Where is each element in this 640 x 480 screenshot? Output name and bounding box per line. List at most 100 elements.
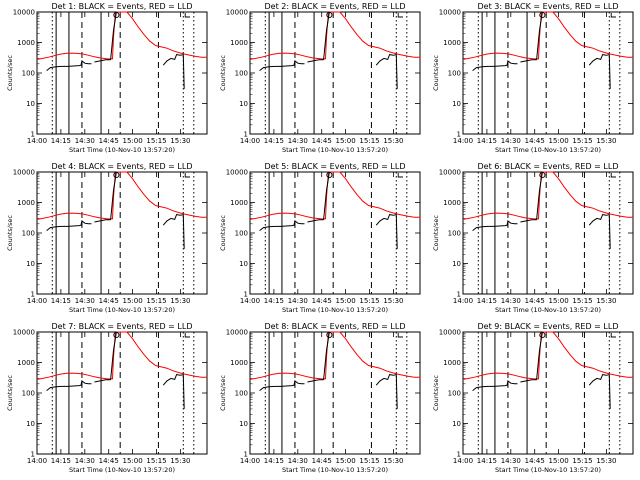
lld-series-line bbox=[462, 11, 634, 60]
panel-3: Det 3: BLACK = Events, RED = LLD 1 10 100 10… bbox=[432, 2, 634, 154]
x-tick-label: 14:45 bbox=[312, 137, 332, 145]
plot-frame bbox=[36, 331, 208, 455]
bracket-marker bbox=[184, 333, 190, 338]
x-axis-label: Start Time (10-Nov-10 13:57:20) bbox=[495, 306, 601, 314]
x-tick-label: 14:30 bbox=[75, 297, 95, 305]
plot-frame bbox=[462, 331, 634, 455]
y-tick-label: 1000 bbox=[443, 199, 461, 207]
x-tick-label: 15:15 bbox=[572, 297, 592, 305]
panel-4: Det 4: BLACK = Events, RED = LLD 1 10 100 10… bbox=[6, 162, 208, 314]
y-tick-label: 100 bbox=[235, 390, 248, 398]
y-tick-label: 1000 bbox=[443, 359, 461, 367]
events-series-line bbox=[472, 220, 518, 231]
y-tick-label: 100 bbox=[22, 230, 35, 238]
lld-series-line bbox=[462, 171, 634, 220]
x-tick-label: 14:00 bbox=[453, 457, 473, 465]
bracket-marker bbox=[184, 13, 190, 18]
panel-title: Det 4: BLACK = Events, RED = LLD bbox=[52, 162, 193, 171]
y-tick-label: 10 bbox=[452, 260, 461, 268]
events-series-line bbox=[323, 331, 330, 380]
y-tick-label: 10000 bbox=[439, 9, 461, 17]
events-series-line bbox=[259, 60, 305, 71]
x-tick-label: 15:00 bbox=[123, 137, 143, 145]
x-tick-label: 14:15 bbox=[264, 297, 284, 305]
y-axis-label: Counts/sec bbox=[432, 55, 440, 91]
x-tick-label: 15:00 bbox=[123, 297, 143, 305]
x-tick-label: 15:00 bbox=[549, 457, 569, 465]
y-tick-label: 100 bbox=[22, 70, 35, 78]
x-tick-label: 14:00 bbox=[27, 297, 47, 305]
events-series-line bbox=[307, 379, 324, 383]
saturation-marker bbox=[113, 171, 120, 179]
x-tick-label: 14:30 bbox=[288, 297, 308, 305]
x-tick-label: 14:00 bbox=[453, 137, 473, 145]
y-tick-label: 10 bbox=[26, 100, 35, 108]
x-tick-label: 14:00 bbox=[240, 297, 260, 305]
y-axis-label: Counts/sec bbox=[6, 55, 14, 91]
y-tick-label: 10000 bbox=[439, 329, 461, 337]
events-series-line bbox=[110, 331, 117, 380]
y-tick-label: 10 bbox=[239, 260, 248, 268]
events-series-line bbox=[375, 213, 398, 249]
events-series-line bbox=[520, 219, 537, 223]
x-tick-label: 14:00 bbox=[27, 457, 47, 465]
panel-title: Det 1: BLACK = Events, RED = LLD bbox=[52, 2, 193, 11]
x-tick-label: 15:15 bbox=[146, 457, 166, 465]
y-axis-label: Counts/sec bbox=[432, 375, 440, 411]
x-tick-label: 15:15 bbox=[146, 297, 166, 305]
panel-6: Det 6: BLACK = Events, RED = LLD 1 10 100 10… bbox=[432, 162, 634, 314]
x-tick-label: 14:15 bbox=[51, 457, 71, 465]
events-series-line bbox=[259, 380, 305, 391]
events-series-line bbox=[323, 11, 330, 60]
panel-1: Det 1: BLACK = Events, RED = LLD 1 10 100 10… bbox=[6, 2, 208, 154]
x-axis-label: Start Time (10-Nov-10 13:57:20) bbox=[495, 146, 601, 154]
x-tick-label: 15:30 bbox=[170, 457, 190, 465]
x-tick-label: 15:15 bbox=[146, 137, 166, 145]
y-tick-label: 10 bbox=[26, 260, 35, 268]
events-series-line bbox=[162, 53, 185, 89]
x-tick-label: 15:30 bbox=[170, 297, 190, 305]
events-series-line bbox=[323, 171, 330, 220]
x-axis-label: Start Time (10-Nov-10 13:57:20) bbox=[282, 466, 388, 474]
x-tick-label: 15:30 bbox=[383, 457, 403, 465]
y-tick-label: 1 bbox=[457, 291, 461, 299]
x-tick-label: 14:45 bbox=[525, 137, 545, 145]
x-tick-label: 15:30 bbox=[596, 137, 616, 145]
x-tick-label: 14:45 bbox=[99, 137, 119, 145]
plot-frame bbox=[36, 171, 208, 295]
panel-title: Det 5: BLACK = Events, RED = LLD bbox=[265, 162, 406, 171]
x-tick-label: 15:30 bbox=[596, 297, 616, 305]
x-tick-label: 14:30 bbox=[75, 137, 95, 145]
x-tick-label: 14:00 bbox=[453, 297, 473, 305]
x-tick-label: 15:15 bbox=[359, 297, 379, 305]
x-tick-label: 15:30 bbox=[596, 457, 616, 465]
x-tick-label: 14:45 bbox=[312, 297, 332, 305]
y-tick-label: 1 bbox=[31, 451, 35, 459]
x-tick-label: 14:15 bbox=[264, 457, 284, 465]
x-tick-label: 14:45 bbox=[525, 457, 545, 465]
panel-8: Det 8: BLACK = Events, RED = LLD 1 10 100 10… bbox=[219, 322, 421, 474]
x-tick-label: 14:30 bbox=[288, 137, 308, 145]
y-tick-label: 10000 bbox=[226, 329, 248, 337]
plot-frame bbox=[462, 11, 634, 135]
y-axis-label: Counts/sec bbox=[6, 375, 14, 411]
saturation-marker bbox=[539, 331, 546, 339]
saturation-marker bbox=[326, 171, 333, 179]
panel-7: Det 7: BLACK = Events, RED = LLD 1 10 100 10… bbox=[6, 322, 208, 474]
plot-frame bbox=[249, 171, 421, 295]
y-tick-label: 1000 bbox=[17, 359, 35, 367]
lld-series-line bbox=[249, 171, 421, 220]
lld-series-line bbox=[36, 171, 208, 220]
x-axis-label: Start Time (10-Nov-10 13:57:20) bbox=[282, 306, 388, 314]
y-tick-label: 1 bbox=[457, 131, 461, 139]
events-series-line bbox=[94, 219, 111, 223]
y-tick-label: 10 bbox=[239, 420, 248, 428]
y-tick-label: 10000 bbox=[13, 9, 35, 17]
saturation-marker bbox=[539, 11, 546, 19]
events-series-line bbox=[536, 331, 543, 380]
x-tick-label: 14:00 bbox=[240, 457, 260, 465]
y-tick-label: 1 bbox=[31, 291, 35, 299]
events-series-line bbox=[162, 373, 185, 409]
x-axis-label: Start Time (10-Nov-10 13:57:20) bbox=[495, 466, 601, 474]
